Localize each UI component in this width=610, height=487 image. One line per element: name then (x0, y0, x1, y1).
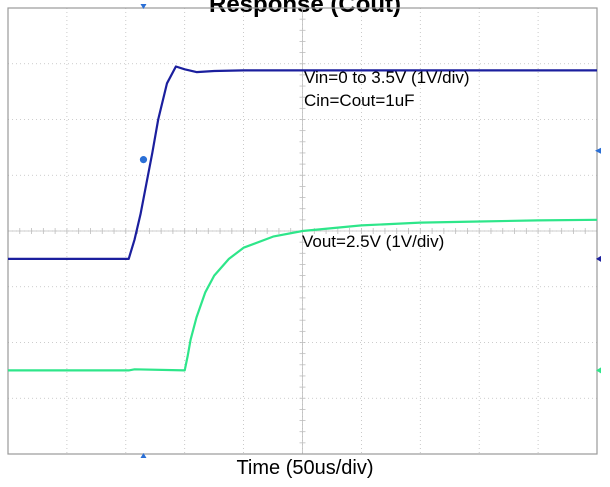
trigger-level-marker (595, 147, 601, 154)
series-layer (8, 65, 598, 372)
channel2-offset-marker (596, 367, 601, 374)
trigger-time-marker-top (140, 4, 147, 9)
plot-frame (7, 7, 598, 455)
channel1-offset-marker (596, 255, 601, 262)
annotation-cin-cout: Cin=Cout=1uF (304, 91, 415, 110)
x-axis-label: Time (50us/div) (236, 457, 374, 479)
trigger-point-marker (139, 156, 148, 164)
annotation-vout: Vout=2.5V (1V/div) (302, 232, 445, 251)
trace-vout (8, 218, 598, 372)
trace-vin (8, 65, 597, 260)
marker-layer (139, 4, 601, 458)
trigger-time-marker-bottom (140, 453, 147, 458)
oscilloscope-plot (7, 4, 601, 458)
annotation-vin: Vin=0 to 3.5V (1V/div) (304, 68, 470, 87)
chart-title: Response (Cout) (209, 0, 401, 18)
